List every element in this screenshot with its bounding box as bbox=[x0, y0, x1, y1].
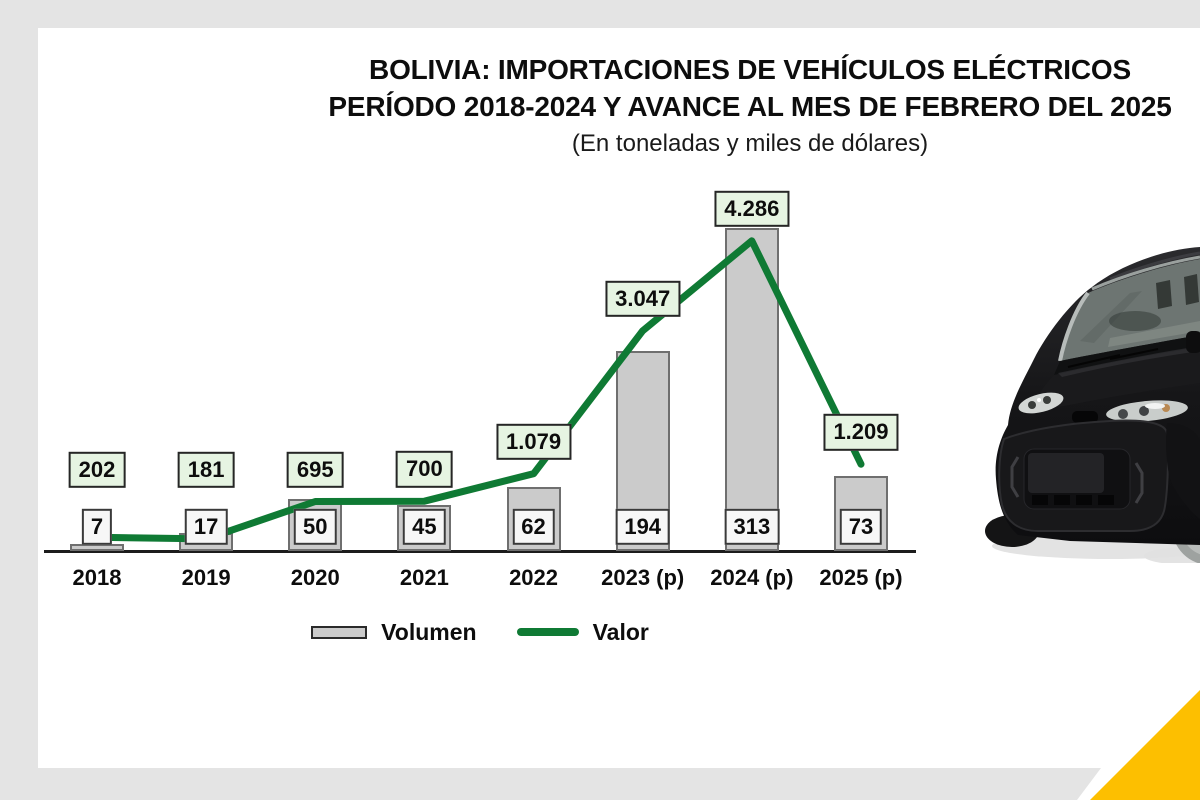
x-tick-label: 2023 (p) bbox=[601, 565, 685, 590]
line-value-box: 1.079 bbox=[496, 423, 572, 460]
x-tick-label: 2022 bbox=[509, 565, 559, 590]
x-tick-label: 2024 (p) bbox=[710, 565, 794, 590]
legend-valor-label: Valor bbox=[592, 618, 649, 645]
bar-value-box: 7 bbox=[81, 508, 113, 546]
car-wipers bbox=[1067, 348, 1159, 368]
x-tick-label: 2021 bbox=[399, 565, 449, 590]
bar-value-box: 17 bbox=[184, 508, 228, 546]
bar-value-box: 194 bbox=[615, 508, 671, 546]
electric-car-image bbox=[960, 243, 1200, 565]
x-tick-label: 2025 (p) bbox=[819, 565, 903, 590]
chart-title-line-1: BOLIVIA: IMPORTACIONES DE VEHÍCULOS ELÉC… bbox=[369, 54, 1131, 85]
line-value-box: 1.209 bbox=[823, 414, 899, 451]
chart-title-block: BOLIVIA: IMPORTACIONES DE VEHÍCULOS ELÉC… bbox=[260, 52, 1200, 158]
legend-volumen-swatch bbox=[311, 625, 368, 639]
car-hood bbox=[1032, 346, 1200, 411]
line-value-box: 3.047 bbox=[605, 280, 681, 317]
chart-title-line-2: PERÍODO 2018-2024 Y AVANCE AL MES DE FEB… bbox=[328, 90, 1172, 122]
bar-value-box: 313 bbox=[724, 508, 780, 546]
car-side-mirror bbox=[1186, 331, 1200, 353]
x-axis-line bbox=[44, 550, 916, 553]
line-value-box: 202 bbox=[68, 451, 126, 489]
car-bumper bbox=[998, 419, 1169, 532]
car-windshield bbox=[1058, 255, 1200, 362]
car-headlights bbox=[1018, 392, 1188, 422]
x-tick-label: 2019 bbox=[181, 565, 231, 590]
line-value-box: 700 bbox=[396, 450, 453, 488]
chart-subtitle: (En toneladas y miles de dólares) bbox=[571, 129, 929, 157]
x-tick-label: 2020 bbox=[290, 565, 340, 590]
bar-value-box: 45 bbox=[403, 508, 446, 546]
line-value-box: 695 bbox=[286, 451, 344, 488]
bar-value-box: 73 bbox=[839, 508, 883, 546]
bar-value-box: 62 bbox=[512, 508, 555, 546]
chart-legend: Volumen Valor bbox=[44, 614, 916, 650]
line-value-box: 181 bbox=[177, 451, 235, 489]
line-value-box: 4.286 bbox=[714, 190, 790, 228]
bar-value-box: 50 bbox=[294, 508, 337, 546]
x-tick-label: 2018 bbox=[72, 565, 122, 590]
car-emblem bbox=[1072, 411, 1098, 423]
legend-volumen-label: Volumen bbox=[381, 618, 477, 645]
legend-valor-swatch bbox=[516, 628, 579, 636]
